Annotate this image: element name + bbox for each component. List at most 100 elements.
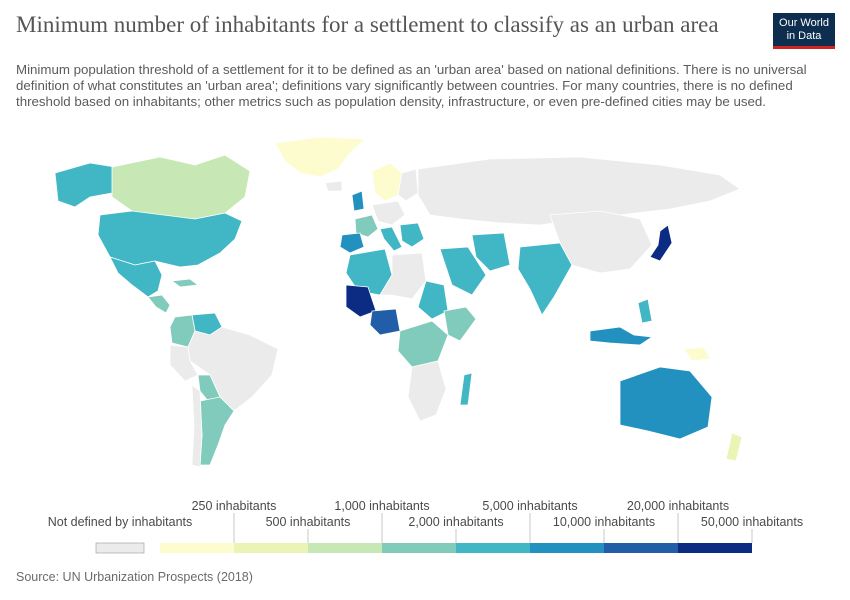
region-shape[interactable] xyxy=(619,366,713,440)
scandinavia[interactable] xyxy=(371,162,403,202)
source-note: Source: UN Urbanization Prospects (2018) xyxy=(16,570,253,584)
color-legend: Not defined by inhabitants 250 inhabitan… xyxy=(48,499,803,554)
legend-bin-label: 20,000 inhabitants xyxy=(627,499,729,513)
region-shape[interactable] xyxy=(417,280,449,320)
france[interactable] xyxy=(354,214,379,238)
australia[interactable] xyxy=(619,366,713,440)
legend-bin-label: 2,000 inhabitants xyxy=(408,515,503,529)
canada[interactable] xyxy=(111,154,251,220)
iran[interactable] xyxy=(471,232,511,272)
iceland[interactable] xyxy=(324,180,343,192)
sahel-libya[interactable] xyxy=(379,252,427,300)
central-america[interactable] xyxy=(147,294,171,314)
region-shape[interactable] xyxy=(443,306,477,342)
region-shape[interactable] xyxy=(191,384,203,468)
region-shape[interactable] xyxy=(187,326,279,412)
region-shape[interactable] xyxy=(459,372,473,406)
legend-bin-label: 500 inhabitants xyxy=(266,515,351,529)
legend-swatch xyxy=(308,543,382,553)
brazil[interactable] xyxy=(187,326,279,412)
italy[interactable] xyxy=(379,226,403,252)
horn-of-africa[interactable] xyxy=(443,306,477,342)
india[interactable] xyxy=(517,242,573,316)
united-states[interactable] xyxy=(97,210,243,268)
region-shape[interactable] xyxy=(170,278,200,288)
region-shape[interactable] xyxy=(407,360,447,422)
japan[interactable] xyxy=(649,224,673,262)
arabian-peninsula[interactable] xyxy=(439,246,487,296)
argentina[interactable] xyxy=(199,396,235,466)
iberia[interactable] xyxy=(339,232,365,254)
region-shape[interactable] xyxy=(517,242,573,316)
philippines[interactable] xyxy=(637,298,653,324)
chart-subtitle: Minimum population threshold of a settle… xyxy=(16,62,807,109)
region-shape[interactable] xyxy=(471,232,511,272)
region-shape[interactable] xyxy=(549,210,653,274)
legend-swatch xyxy=(456,543,530,553)
cuba[interactable] xyxy=(170,278,200,288)
region-shape[interactable] xyxy=(725,432,743,462)
region-shape[interactable] xyxy=(379,226,403,252)
balkans[interactable] xyxy=(399,222,425,248)
region-shape[interactable] xyxy=(345,284,377,318)
region-shape[interactable] xyxy=(371,162,403,202)
southern-africa[interactable] xyxy=(407,360,447,422)
alaska[interactable] xyxy=(54,162,116,208)
legend-swatch xyxy=(530,543,604,553)
logo-line-2: in Data xyxy=(786,30,822,42)
region-shape[interactable] xyxy=(439,246,487,296)
legend-swatch xyxy=(234,543,308,553)
region-shape[interactable] xyxy=(683,346,711,362)
legend-no-data-label: Not defined by inhabitants xyxy=(48,515,193,529)
russia-asia[interactable] xyxy=(417,156,741,226)
chile[interactable] xyxy=(191,384,203,468)
mali[interactable] xyxy=(345,284,377,318)
world-map[interactable] xyxy=(20,135,810,480)
legend-bin-label: 250 inhabitants xyxy=(192,499,277,513)
region-shape[interactable] xyxy=(371,200,406,226)
united-kingdom[interactable] xyxy=(351,190,365,212)
owid-logo[interactable]: Our World in Data xyxy=(773,13,835,49)
region-shape[interactable] xyxy=(54,162,116,208)
mexico[interactable] xyxy=(109,256,163,298)
region-shape[interactable] xyxy=(109,256,163,298)
region-shape[interactable] xyxy=(397,320,449,368)
region-shape[interactable] xyxy=(274,136,366,178)
chart-title: Minimum number of inhabitants for a sett… xyxy=(16,12,719,37)
region-shape[interactable] xyxy=(637,298,653,324)
region-shape[interactable] xyxy=(417,156,741,226)
region-shape[interactable] xyxy=(379,252,427,300)
legend-bin-label: 10,000 inhabitants xyxy=(553,515,655,529)
legend-swatch xyxy=(160,543,234,553)
legend-bin-label: 1,000 inhabitants xyxy=(334,499,429,513)
legend-swatch xyxy=(604,543,678,553)
new-zealand[interactable] xyxy=(725,432,743,462)
region-shape[interactable] xyxy=(339,232,365,254)
region-shape[interactable] xyxy=(649,224,673,262)
finland[interactable] xyxy=(397,168,419,202)
indonesia[interactable] xyxy=(589,326,654,346)
region-shape[interactable] xyxy=(97,210,243,268)
legend-swatch xyxy=(678,543,752,553)
sudan[interactable] xyxy=(417,280,449,320)
central-africa[interactable] xyxy=(397,320,449,368)
region-shape[interactable] xyxy=(324,180,343,192)
greenland[interactable] xyxy=(274,136,366,178)
papua-new-guinea[interactable] xyxy=(683,346,711,362)
legend-bin-label: 5,000 inhabitants xyxy=(482,499,577,513)
china[interactable] xyxy=(549,210,653,274)
region-shape[interactable] xyxy=(369,308,401,336)
madagascar[interactable] xyxy=(459,372,473,406)
region-shape[interactable] xyxy=(147,294,171,314)
nigeria[interactable] xyxy=(369,308,401,336)
germany-central-europe[interactable] xyxy=(371,200,406,226)
region-shape[interactable] xyxy=(351,190,365,212)
region-shape[interactable] xyxy=(397,168,419,202)
region-shape[interactable] xyxy=(354,214,379,238)
region-shape[interactable] xyxy=(399,222,425,248)
region-shape[interactable] xyxy=(199,396,235,466)
region-shape[interactable] xyxy=(589,326,654,346)
region-shape[interactable] xyxy=(111,154,251,220)
legend-no-data-swatch xyxy=(95,542,145,554)
logo-line-1: Our World xyxy=(779,17,829,29)
